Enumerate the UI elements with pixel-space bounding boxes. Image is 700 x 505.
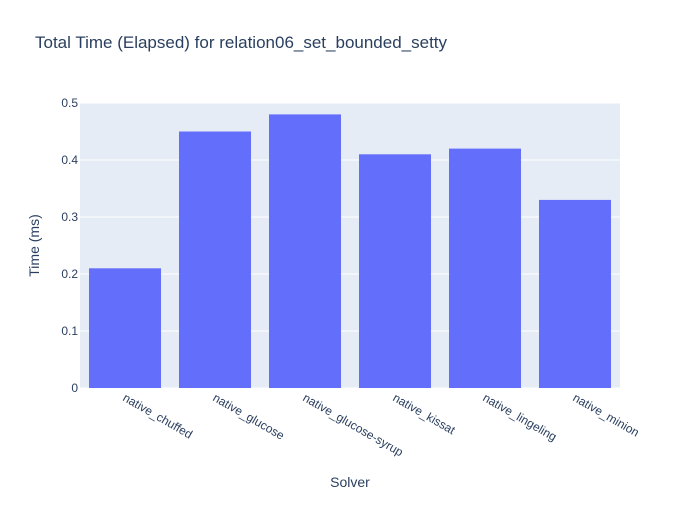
gridlines <box>80 102 620 389</box>
bar-native_glucose-syrup[interactable] <box>269 114 341 389</box>
y-tick-label: 0.2 <box>61 267 78 281</box>
y-tick-label: 0.5 <box>61 96 78 110</box>
chart-title: Total Time (Elapsed) for relation06_set_… <box>35 33 448 52</box>
bar-native_kissat[interactable] <box>359 154 431 388</box>
x-tick-label: native_chuffed <box>121 390 195 441</box>
bar-native_lingeling[interactable] <box>449 148 521 388</box>
y-tick-label: 0 <box>71 381 78 395</box>
y-tick-label: 0.3 <box>61 210 78 224</box>
x-tick-label: native_minion <box>571 390 642 439</box>
x-tick-label: native_glucose-syrup <box>301 390 406 459</box>
x-axis-title: Solver <box>330 474 370 490</box>
bar-native_chuffed[interactable] <box>89 268 161 388</box>
y-axis-title: Time (ms) <box>26 214 42 276</box>
x-axis-ticks: native_chuffed native_glucose native_gluco… <box>121 390 642 459</box>
bar-native_glucose[interactable] <box>179 131 251 389</box>
x-tick-label: native_lingeling <box>481 390 560 443</box>
y-axis-ticks: 0 0.1 0.2 0.3 0.4 0.5 <box>61 96 78 395</box>
bar-native_minion[interactable] <box>539 199 611 388</box>
x-tick-label: native_glucose <box>211 390 288 442</box>
x-tick-label: native_kissat <box>391 390 459 437</box>
bars <box>89 114 611 389</box>
plot-area <box>80 103 620 388</box>
y-tick-label: 0.4 <box>61 153 78 167</box>
y-tick-label: 0.1 <box>61 324 78 338</box>
